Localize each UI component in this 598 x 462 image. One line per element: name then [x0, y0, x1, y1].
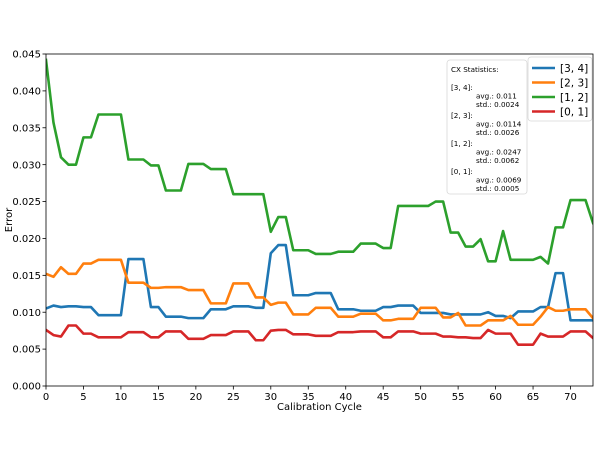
plot-frame: [45, 53, 594, 387]
statistics-std: std.: 0.0005: [476, 184, 519, 193]
legend: [3, 4] [2, 3] [1, 2] [0, 1]: [527, 56, 593, 122]
statistics-std: std.: 0.0024: [476, 100, 520, 109]
x-tick-label: 70: [564, 392, 577, 403]
y-tick-label: 0.045: [12, 50, 41, 61]
statistics-key: [1, 2]:: [451, 139, 473, 148]
legend-label: [0, 1]: [560, 106, 588, 118]
legend-label: [1, 2]: [560, 92, 588, 104]
x-tick-label: 55: [452, 392, 465, 403]
series-line-0: [46, 243, 593, 322]
x-tick-label: 20: [189, 392, 202, 403]
statistics-key: [3, 4]:: [451, 83, 473, 92]
plot-lines: [46, 58, 593, 346]
statistics-avg: avg.: 0.0247: [476, 148, 521, 157]
y-tick-label: 0.025: [12, 197, 41, 208]
y-tick-label: 0.015: [12, 271, 41, 282]
statistics-avg: avg.: 0.0069: [476, 176, 522, 185]
y-axis-label: Error: [4, 207, 15, 232]
y-tick-label: 0.020: [12, 234, 41, 245]
series-line-2: [46, 58, 593, 265]
statistics-key: [0, 1]:: [451, 167, 473, 176]
x-tick-label: 45: [377, 392, 390, 403]
y-tick-label: 0.010: [12, 308, 41, 319]
x-tick-label: 30: [264, 392, 277, 403]
x-tick-label: 15: [152, 392, 165, 403]
y-tick-label: 0.000: [12, 382, 41, 393]
statistics-box-frame: [446, 59, 528, 195]
x-tick-label: 40: [339, 392, 352, 403]
y-tick-label: 0.040: [12, 86, 41, 97]
x-tick-label: 10: [115, 392, 128, 403]
x-tick-label: 35: [302, 392, 315, 403]
y-tick-label: 0.035: [12, 123, 41, 134]
y-tick-label: 0.005: [12, 345, 41, 356]
statistics-key: [2, 3]:: [451, 111, 473, 120]
series-line-1: [46, 258, 593, 327]
x-axis-ticks: 0 5 10 15 20 25 30 35 40 45 50 55 60 65 70: [43, 386, 577, 403]
x-axis-label: Calibration Cycle: [277, 402, 362, 413]
x-tick-label: 50: [414, 392, 427, 403]
y-axis-ticks: 0.000 0.005 0.010 0.015 0.020 0.025 0.030 0.035…: [12, 50, 46, 393]
x-tick-label: 25: [227, 392, 240, 403]
x-tick-label: 60: [489, 392, 502, 403]
legend-frame: [527, 56, 593, 122]
statistics-avg: avg.: 0.011: [476, 92, 517, 101]
legend-label: [2, 3]: [560, 77, 588, 89]
statistics-std: std.: 0.0062: [476, 156, 519, 165]
statistics-title: CX Statistics:: [451, 65, 499, 74]
x-tick-label: 5: [80, 392, 86, 403]
legend-label: [3, 4]: [560, 63, 588, 75]
series-line-3: [46, 324, 593, 346]
statistics-std: std.: 0.0026: [476, 128, 520, 137]
y-tick-label: 0.030: [12, 160, 41, 171]
x-tick-label: 0: [43, 392, 49, 403]
statistics-avg: avg.: 0.0114: [476, 120, 522, 129]
x-tick-label: 65: [527, 392, 540, 403]
